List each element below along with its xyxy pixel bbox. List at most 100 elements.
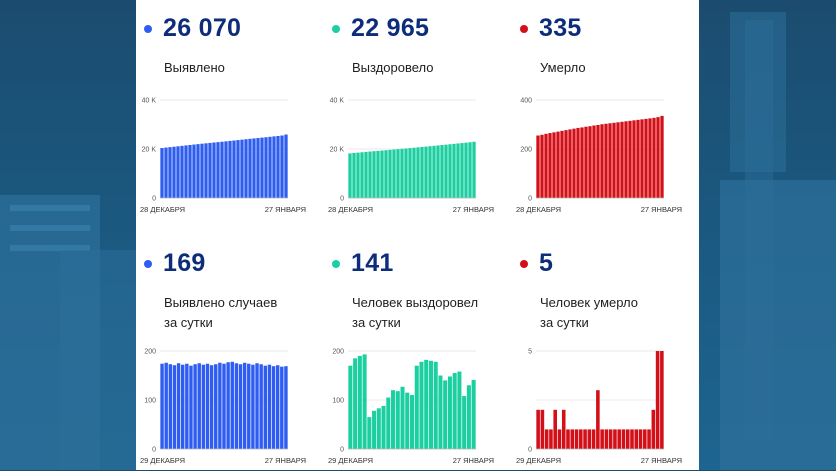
bar (432, 145, 436, 198)
bar (660, 115, 664, 198)
bar (419, 361, 424, 449)
daily-detected-chart: 200 100 0 29 ДЕКАБРЯ 27 ЯНВАРЯ (140, 349, 306, 466)
bar (552, 132, 556, 198)
bar (244, 139, 248, 198)
bar (232, 140, 236, 198)
bar (621, 429, 626, 449)
bar (447, 376, 452, 449)
bar (404, 148, 408, 198)
bar (238, 364, 243, 449)
bar (388, 149, 392, 198)
bar (267, 364, 272, 449)
bar (462, 396, 467, 449)
x-start-label: 28 ДЕКАБРЯ (516, 205, 561, 214)
detected-label: Выявлено (164, 60, 225, 75)
y-tick-label: 0 (528, 196, 532, 203)
x-start-label: 29 ДЕКАБРЯ (328, 456, 373, 465)
bar (457, 371, 462, 449)
bar (655, 351, 660, 449)
bar (638, 429, 643, 449)
y-tick-label: 5 (528, 349, 532, 356)
x-end-label: 27 ЯНВАРЯ (641, 456, 682, 465)
daily-deaths-label-2: за сутки (540, 315, 589, 330)
daily-deaths-label: Человек умерло (540, 295, 638, 310)
bar (579, 429, 583, 449)
bar (604, 429, 609, 449)
bar (433, 361, 438, 449)
bar (252, 138, 256, 198)
bar (456, 143, 460, 198)
bar (438, 375, 443, 449)
bar (272, 136, 276, 198)
detected-total: 26 070 (163, 14, 242, 42)
bar (368, 151, 372, 198)
bar (600, 429, 604, 449)
x-start-label: 28 ДЕКАБРЯ (140, 205, 185, 214)
bar (164, 147, 168, 198)
bar (228, 140, 232, 198)
bar (209, 365, 214, 449)
bar (188, 144, 192, 198)
bar (584, 126, 588, 198)
bar (424, 359, 429, 449)
bar (208, 142, 212, 198)
bar (540, 409, 545, 449)
bar (647, 429, 651, 449)
bar (220, 141, 224, 198)
bar (624, 121, 628, 198)
bar (412, 147, 416, 198)
y-tick-label: 200 (520, 147, 532, 154)
bar (381, 405, 386, 449)
bar (372, 151, 376, 198)
y-tick-label: 0 (528, 447, 532, 454)
bar (384, 150, 388, 198)
bar (424, 146, 428, 198)
bar (193, 364, 197, 449)
bar (560, 130, 564, 198)
bar (420, 146, 424, 198)
bar (240, 139, 244, 198)
teal-dot-icon (332, 24, 340, 33)
bar (376, 408, 381, 449)
bar (587, 429, 592, 449)
bar (452, 143, 456, 198)
bar (428, 360, 433, 449)
bar (372, 410, 377, 449)
bar (362, 354, 367, 449)
bar (632, 120, 636, 198)
bar (544, 133, 548, 198)
y-tick-label: 0 (340, 196, 344, 203)
x-end-label: 27 ЯНВАРЯ (265, 456, 306, 465)
bar (440, 145, 444, 198)
bar (557, 429, 562, 449)
bar (236, 140, 240, 198)
daily-detected-value: 169 (163, 249, 206, 277)
y-tick-label: 100 (144, 398, 156, 405)
bar (608, 123, 612, 198)
x-end-label: 27 ЯНВАРЯ (453, 205, 494, 214)
bar (196, 144, 200, 198)
bar (466, 385, 471, 449)
bar (160, 363, 164, 449)
bar (617, 429, 621, 449)
bar (192, 144, 196, 198)
bar (548, 133, 552, 198)
bar (396, 149, 400, 198)
daily-recovered-value: 141 (351, 249, 394, 277)
bar (612, 122, 616, 198)
bar (242, 362, 247, 449)
daily-recovered-label-2: за сутки (352, 315, 401, 330)
bar (391, 390, 396, 449)
x-start-label: 28 ДЕКАБРЯ (328, 205, 373, 214)
bar (264, 137, 268, 198)
bar (280, 135, 284, 198)
bar (428, 146, 432, 198)
bar (628, 120, 632, 198)
bar (644, 118, 648, 198)
bar (448, 144, 452, 198)
card-deaths: 335 Умерло 400 200 0 28 ДЕКАБРЯ 27 ЯНВАРЯ (512, 0, 699, 235)
bar (214, 364, 218, 449)
bar (652, 117, 656, 198)
x-end-label: 27 ЯНВАРЯ (453, 456, 494, 465)
bar (268, 136, 272, 198)
